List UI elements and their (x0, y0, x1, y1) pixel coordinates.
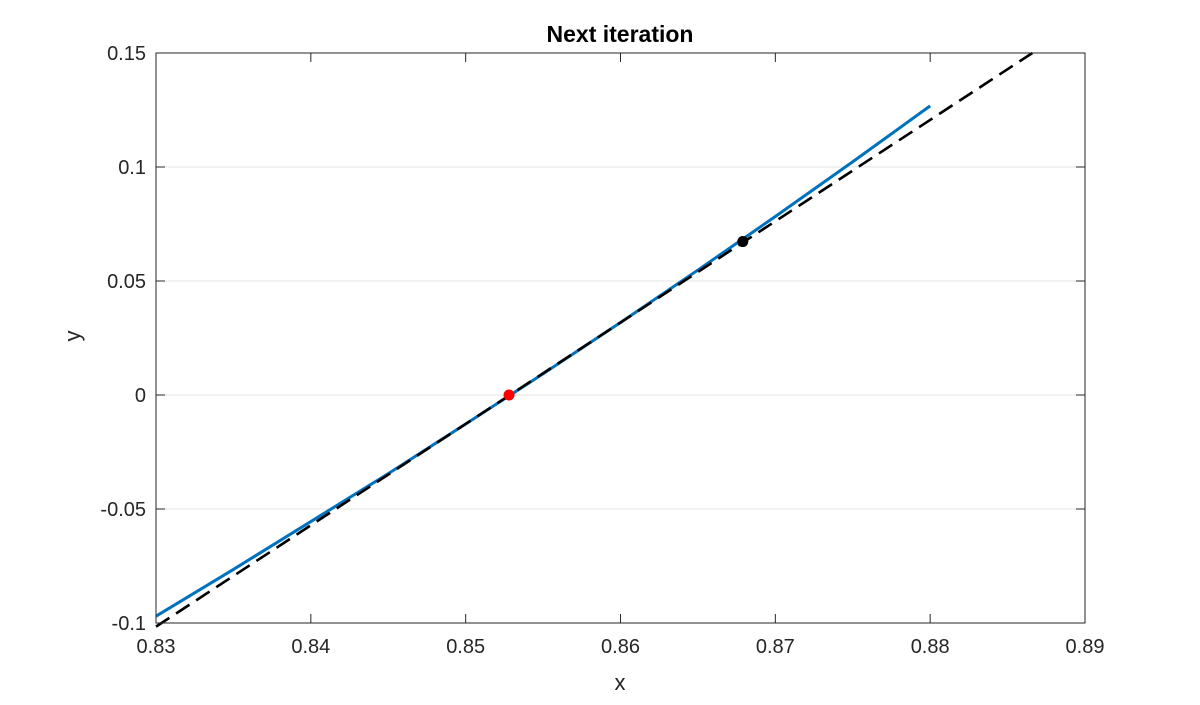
y-tick-labels: -0.1 -0.05 0 0.05 0.1 0.15 (100, 43, 146, 635)
y-tick-label: 0 (135, 385, 146, 407)
x-tick-label: 0.85 (446, 636, 485, 658)
x-axis-label: x (615, 670, 626, 695)
x-tick-label: 0.83 (137, 636, 176, 658)
series-layer (155, 51, 1034, 628)
y-tick-label: -0.1 (112, 613, 146, 635)
y-tick-label: 0.15 (107, 43, 146, 65)
axis-ticks (155, 52, 1086, 624)
y-axis-label: y (60, 331, 85, 342)
x-tick-label: 0.88 (911, 636, 950, 658)
data-point-0 (503, 389, 515, 401)
series-dashed-line (155, 51, 1034, 628)
x-tick-label: 0.89 (1066, 636, 1105, 658)
data-point-1 (737, 236, 749, 248)
chart-title: Next iteration (547, 21, 694, 47)
y-tick-label: -0.05 (100, 499, 146, 521)
y-tick-label: 0.1 (118, 157, 146, 179)
y-tick-label: 0.05 (107, 271, 146, 293)
plot-background (156, 53, 1085, 623)
x-tick-labels: 0.83 0.84 0.85 0.86 0.87 0.88 0.89 (137, 636, 1105, 658)
x-tick-label: 0.86 (601, 636, 640, 658)
points-layer (503, 236, 749, 401)
x-tick-label: 0.87 (756, 636, 795, 658)
x-tick-label: 0.84 (291, 636, 330, 658)
grid-lines (156, 166, 1085, 510)
